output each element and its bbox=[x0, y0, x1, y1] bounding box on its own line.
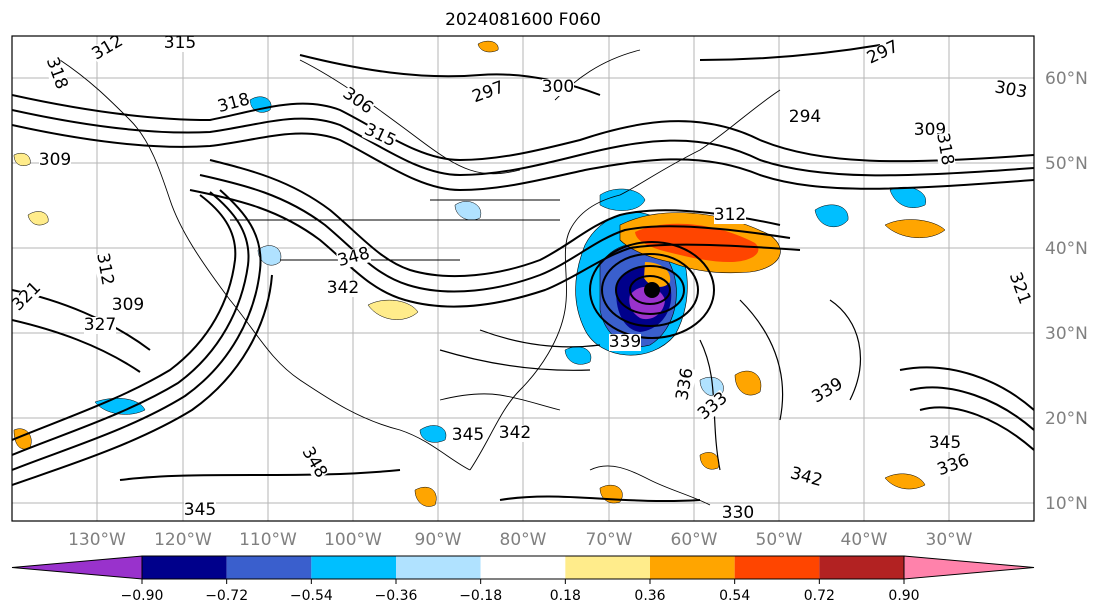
colorbar-max-extend bbox=[903, 555, 1035, 580]
contour-label-background bbox=[361, 121, 398, 151]
longitude-label: 40°W bbox=[841, 530, 888, 550]
latitude-label: 50°N bbox=[1045, 154, 1088, 174]
colorbar-segment bbox=[650, 556, 735, 579]
longitude-label: 80°W bbox=[500, 530, 547, 550]
contour-label: 309 bbox=[112, 295, 144, 315]
contour-label-background bbox=[865, 38, 902, 68]
colorbar-segment bbox=[226, 556, 312, 579]
colorbar-segment bbox=[819, 556, 904, 579]
contour-label-background bbox=[89, 36, 126, 64]
contour-label-background bbox=[112, 297, 144, 314]
colorbar-segment bbox=[396, 556, 481, 579]
latitude-label: 10°N bbox=[1045, 494, 1088, 514]
contour-label-background bbox=[84, 317, 116, 334]
colorbar-tick-label: 0.72 bbox=[804, 588, 835, 604]
contour-label-background bbox=[499, 425, 531, 442]
colorbar-tick-label: 0.18 bbox=[550, 588, 581, 604]
contour-label-background bbox=[327, 280, 359, 297]
colorbar-min-extend bbox=[11, 555, 143, 580]
colorbar-segment bbox=[142, 556, 227, 579]
colorbar-ticks: −0.90 −0.72 −0.54 −0.36 −0.18 0.18 0.36 0.54 0.7… bbox=[121, 579, 920, 604]
coastlines bbox=[59, 49, 781, 506]
longitude-label: 50°W bbox=[756, 530, 803, 550]
longitude-label: 100°W bbox=[324, 530, 382, 550]
contour-label-background bbox=[1005, 270, 1033, 307]
colorbar-segment bbox=[311, 556, 396, 579]
colorbar-tick-label: 0.36 bbox=[634, 588, 665, 604]
cyclone-center-marker bbox=[644, 282, 660, 298]
colorbar-tick-label: −0.18 bbox=[459, 588, 502, 604]
colorbar-tick-label: 0.90 bbox=[888, 588, 919, 604]
longitude-label: 60°W bbox=[671, 530, 718, 550]
map-title: 2024081600 F060 bbox=[445, 10, 601, 30]
contour-label-background bbox=[722, 505, 754, 521]
contour-label: 339 bbox=[609, 332, 641, 352]
longitude-label: 130°W bbox=[68, 530, 126, 550]
latitude-label: 60°N bbox=[1045, 69, 1088, 89]
contour-label: 327 bbox=[84, 315, 116, 335]
latitude-axis: 60°N 50°N 40°N 30°N 20°N 10°N bbox=[1045, 69, 1088, 514]
contour-label: 309 bbox=[39, 150, 71, 170]
contour-label-background bbox=[933, 131, 956, 167]
contour-label-background bbox=[336, 245, 372, 271]
contour-label-background bbox=[184, 502, 216, 519]
contour-label-background bbox=[298, 444, 330, 481]
contour-label-background bbox=[674, 366, 697, 402]
contour-label: 312 bbox=[714, 205, 746, 225]
contour-label-background bbox=[216, 91, 252, 117]
contour-label: 345 bbox=[452, 425, 484, 445]
longitude-label: 30°W bbox=[926, 530, 973, 550]
colorbar bbox=[11, 555, 1035, 580]
contour-label: 345 bbox=[929, 433, 961, 453]
colorbar-segment bbox=[734, 556, 820, 579]
colorbar-tick-label: −0.72 bbox=[205, 588, 248, 604]
colorbar-tick-label: −0.90 bbox=[121, 588, 164, 604]
contour-label: 342 bbox=[327, 278, 359, 298]
longitude-axis: 130°W 120°W 110°W 100°W 90°W 80°W 70°W 60°W 50°W… bbox=[68, 530, 973, 550]
contour-label-background bbox=[809, 375, 846, 407]
contour-label-background bbox=[993, 79, 1029, 102]
colorbar-frame bbox=[141, 555, 905, 580]
contour-label: 345 bbox=[184, 500, 216, 520]
longitude-label: 110°W bbox=[239, 530, 297, 550]
contour-label-background bbox=[164, 36, 196, 52]
contour-label-background bbox=[935, 452, 972, 480]
map-frame bbox=[11, 35, 1035, 522]
contour-label-background bbox=[42, 55, 70, 92]
contour-label-background bbox=[339, 85, 376, 118]
colorbar-tick-label: −0.54 bbox=[290, 588, 333, 604]
longitude-label: 70°W bbox=[586, 530, 633, 550]
contour-label-background bbox=[470, 79, 507, 107]
latitude-label: 20°N bbox=[1045, 409, 1088, 429]
contour-label: 315 bbox=[164, 33, 196, 53]
contour-label-background bbox=[39, 152, 71, 169]
contour-label-background bbox=[542, 79, 574, 96]
contour-label-background bbox=[788, 465, 824, 491]
colorbar-tick-label: 0.54 bbox=[719, 588, 750, 604]
latitude-label: 30°N bbox=[1045, 324, 1088, 344]
contour-label-background bbox=[695, 389, 731, 424]
contour-label-background bbox=[929, 435, 961, 452]
longitude-label: 90°W bbox=[415, 530, 462, 550]
contour-label-background bbox=[789, 109, 821, 126]
contour-label: 294 bbox=[789, 107, 821, 127]
contour-label: 300 bbox=[542, 77, 574, 97]
colorbar-tick-label: −0.36 bbox=[375, 588, 418, 604]
contour-label-background bbox=[609, 334, 641, 351]
longitude-label: 120°W bbox=[154, 530, 212, 550]
contour-label-background bbox=[93, 251, 116, 287]
colorbar-segment bbox=[480, 556, 566, 579]
contour-label: 342 bbox=[499, 423, 531, 443]
contour-label-background bbox=[714, 207, 746, 224]
colorbar-segment bbox=[565, 556, 650, 579]
contour-label: 330 bbox=[722, 503, 754, 523]
contour-label-background bbox=[452, 427, 484, 444]
contour-label-background bbox=[12, 279, 45, 315]
latitude-label: 40°N bbox=[1045, 239, 1088, 259]
